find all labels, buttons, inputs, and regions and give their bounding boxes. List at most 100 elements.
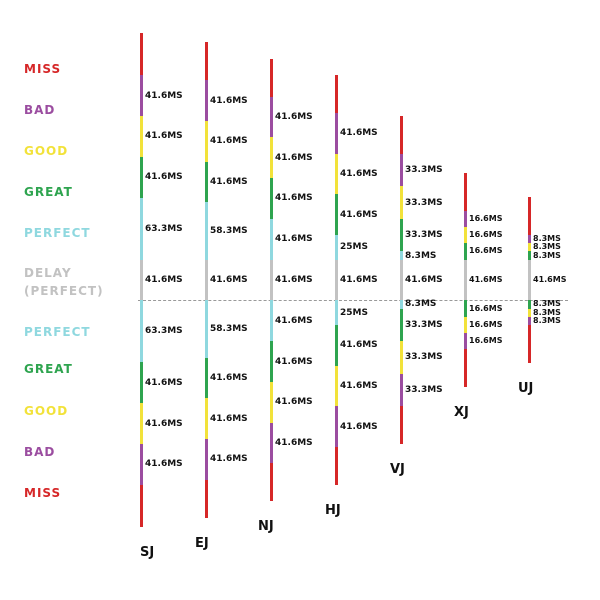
column-label-vj: VJ [390,462,405,478]
value-label: 41.6MS [340,421,378,432]
segment-delay [528,259,531,301]
value-label: 41.6MS [145,459,183,470]
segment-great [270,341,273,382]
value-label: 41.6MS [210,372,248,383]
value-label: 41.6MS [533,275,567,284]
value-label: 41.6MS [210,136,248,147]
center-divider [138,300,568,301]
segment-good [270,381,273,423]
value-label: 33.3MS [405,319,443,330]
segment-miss-bottom [400,406,403,445]
value-label: 41.6MS [145,418,183,429]
legend-label-perfect-bottom: PERFECT [24,325,91,339]
segment-miss-bottom [335,447,338,486]
value-label: 16.6MS [469,213,503,223]
segment-miss-top [335,74,338,113]
segment-good [335,153,338,195]
value-label: 8.3MS [533,242,561,252]
segment-miss-bottom [270,463,273,502]
segment-perfect [205,202,208,260]
segment-miss-top [270,58,273,97]
legend-label-bad-bottom: BAD [24,445,56,459]
segment-good [528,243,531,252]
segment-great [270,178,273,219]
segment-bad [464,210,467,228]
segment-good [464,316,467,333]
legend-label-good-top: GOOD [24,144,69,158]
segment-bad [464,332,467,350]
segment-bad [270,96,273,138]
value-label: 33.3MS [405,385,443,396]
segment-great [140,362,143,404]
value-label: 8.3MS [405,250,437,261]
legend-label-great-top: GREAT [24,185,73,199]
segment-miss-bottom [205,479,208,518]
value-label: 41.6MS [145,131,183,142]
segment-miss-bottom [464,349,467,388]
segment-great [400,308,403,342]
segment-bad [528,316,531,325]
segment-perfect [270,218,273,260]
value-label: 41.6MS [275,234,313,245]
segment-bad [400,373,403,407]
value-label: 25MS [340,307,368,318]
column-label-hj: HJ [325,503,341,519]
segment-good [140,403,143,444]
segment-bad [335,112,338,154]
segment-bad [140,75,143,117]
value-label: 41.6MS [340,209,378,220]
value-label: 41.6MS [275,315,313,326]
value-label: 41.6MS [340,168,378,179]
legend-label-great-bottom: GREAT [24,362,73,376]
value-label: 41.6MS [145,172,183,183]
value-label: 41.6MS [210,413,248,424]
segment-good [335,365,338,407]
column-label-sj: SJ [140,544,155,560]
value-label: 41.6MS [275,275,313,285]
segment-great [205,357,208,399]
value-label: 41.6MS [340,381,378,392]
segment-perfect [335,235,338,260]
value-label: 41.6MS [275,152,313,163]
value-label: 16.6MS [469,246,503,256]
segment-perfect [140,197,143,260]
segment-delay [335,259,338,301]
segment-good [205,120,208,162]
value-label: 33.3MS [405,197,443,208]
segment-bad [205,80,208,121]
segment-perfect [400,251,403,260]
segment-delay [140,259,143,301]
segment-good [400,186,403,219]
segment-great [464,243,467,260]
value-label: 33.3MS [405,230,443,241]
column-label-uj: UJ [518,380,534,396]
segment-bad [335,406,338,448]
column-label-ej: EJ [195,535,209,551]
segment-great [335,324,338,366]
value-label: 16.6MS [469,230,503,240]
value-label: 41.6MS [210,177,248,188]
segment-perfect [335,300,338,325]
value-label: 41.6MS [210,95,248,106]
value-label: 58.3MS [210,323,248,334]
segment-great [528,300,531,309]
value-label: 25MS [340,242,368,253]
segment-delay [205,259,208,301]
segment-great [528,251,531,260]
value-label: 8.3MS [533,234,561,244]
segment-delay [270,259,273,301]
column-label-xj: XJ [454,405,469,421]
value-label: 16.6MS [469,319,503,329]
segment-bad [205,439,208,480]
value-label: 41.6MS [145,275,183,285]
segment-miss-top [528,197,531,236]
value-label: 41.6MS [340,340,378,351]
column-label-nj: NJ [258,519,274,535]
segment-miss-bottom [528,324,531,363]
segment-great [335,194,338,236]
value-label: 41.6MS [210,275,248,285]
value-label: 41.6MS [340,128,378,139]
segment-good [464,227,467,244]
value-label: 33.3MS [405,352,443,363]
